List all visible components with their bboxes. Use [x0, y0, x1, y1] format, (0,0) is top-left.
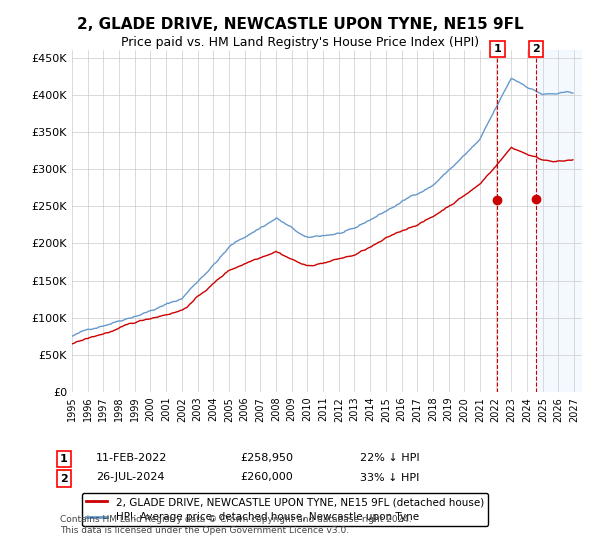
Text: £258,950: £258,950	[240, 453, 293, 463]
Text: £260,000: £260,000	[240, 473, 293, 483]
Text: 2, GLADE DRIVE, NEWCASTLE UPON TYNE, NE15 9FL: 2, GLADE DRIVE, NEWCASTLE UPON TYNE, NE1…	[77, 17, 523, 32]
Text: 2: 2	[532, 44, 540, 54]
Text: 1: 1	[60, 454, 68, 464]
Text: Contains HM Land Registry data © Crown copyright and database right 2024.
This d: Contains HM Land Registry data © Crown c…	[60, 515, 412, 535]
Text: 2: 2	[60, 474, 68, 484]
Legend: 2, GLADE DRIVE, NEWCASTLE UPON TYNE, NE15 9FL (detached house), HPI: Average pri: 2, GLADE DRIVE, NEWCASTLE UPON TYNE, NE1…	[82, 493, 488, 526]
Text: Price paid vs. HM Land Registry's House Price Index (HPI): Price paid vs. HM Land Registry's House …	[121, 36, 479, 49]
Text: 26-JUL-2024: 26-JUL-2024	[96, 473, 164, 483]
Text: 11-FEB-2022: 11-FEB-2022	[96, 453, 167, 463]
Text: 22% ↓ HPI: 22% ↓ HPI	[360, 453, 419, 463]
Text: 1: 1	[494, 44, 502, 54]
Text: 33% ↓ HPI: 33% ↓ HPI	[360, 473, 419, 483]
Bar	[536, 50, 582, 392]
